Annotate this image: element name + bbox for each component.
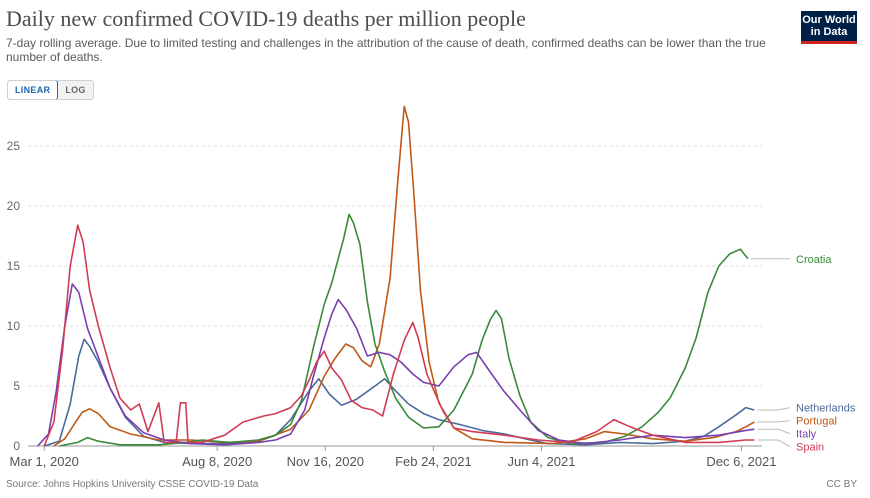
logo-line-1: Our World — [802, 14, 856, 26]
y-tick-label: 5 — [13, 379, 20, 393]
x-tick-label: Mar 1, 2020 — [10, 454, 79, 469]
linear-scale-button[interactable]: LINEAR — [7, 81, 59, 99]
series-label-italy[interactable]: Italy — [796, 429, 817, 441]
label-connector — [757, 428, 791, 435]
x-tick-label: Aug 8, 2020 — [182, 454, 252, 469]
series-label-croatia[interactable]: Croatia — [796, 254, 832, 266]
series-label-spain[interactable]: Spain — [796, 442, 824, 454]
y-tick-label: 10 — [7, 319, 21, 333]
series-line-spain[interactable] — [43, 224, 755, 447]
logo-line-2: in Data — [810, 26, 848, 38]
x-axis: Mar 1, 2020 Aug 8, 2020 Nov 16, 2020 Feb 24… — [10, 446, 777, 469]
owid-logo[interactable]: Our World in Data — [801, 11, 857, 44]
gridlines — [28, 145, 762, 447]
chart-subtitle: 7-day rolling average. Due to limited te… — [6, 36, 766, 64]
series-line-portugal[interactable] — [53, 105, 755, 447]
label-connector — [757, 439, 791, 448]
label-connector — [757, 420, 791, 423]
x-tick-label: Feb 24, 2021 — [395, 454, 472, 469]
x-tick-label: Dec 6, 2021 — [706, 454, 776, 469]
series-label-portugal[interactable]: Portugal — [796, 416, 837, 428]
x-tick-label: Nov 16, 2020 — [287, 454, 364, 469]
y-tick-label: 15 — [7, 259, 21, 273]
scale-toggle: LINEAR LOG — [7, 80, 94, 100]
chart-title: Daily new confirmed COVID-19 deaths per … — [6, 6, 526, 31]
label-connector — [757, 407, 791, 411]
y-tick-label: 25 — [7, 139, 21, 153]
source-note: Source: Johns Hopkins University CSSE CO… — [6, 479, 259, 490]
series-line-italy[interactable] — [37, 283, 755, 447]
license-link[interactable]: CC BY — [826, 479, 857, 490]
series-line-croatia[interactable] — [59, 213, 749, 447]
y-tick-label: 20 — [7, 199, 21, 213]
x-tick-label: Jun 4, 2021 — [507, 454, 575, 469]
log-scale-button[interactable]: LOG — [58, 81, 93, 99]
series-lines — [37, 105, 755, 447]
y-tick-label: 0 — [13, 439, 20, 453]
y-axis: 0 5 10 15 20 25 — [7, 139, 21, 453]
series-label-netherlands[interactable]: Netherlands — [796, 403, 856, 415]
